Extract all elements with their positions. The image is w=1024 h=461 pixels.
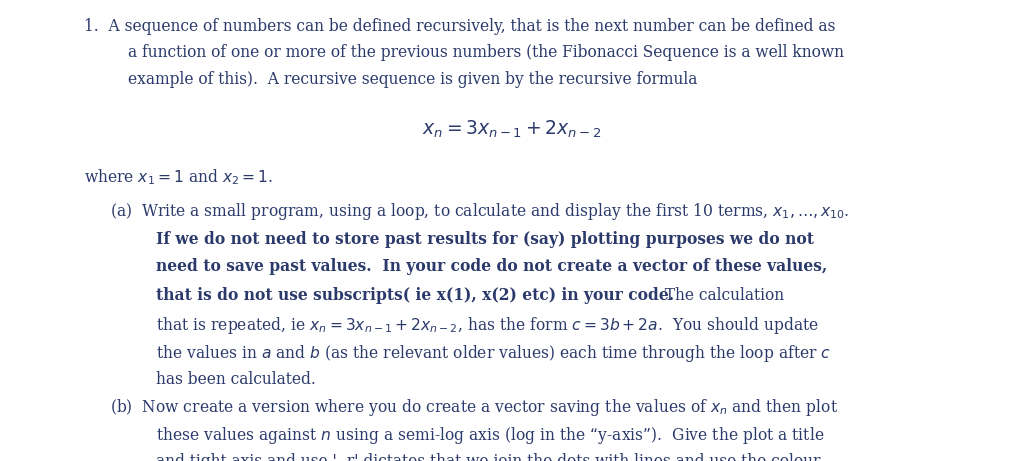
- Text: these values against $n$ using a semi-log axis (log in the “y-axis”).  Give the : these values against $n$ using a semi-lo…: [156, 425, 824, 446]
- Text: need to save past values.  In your code do not create a vector of these values,: need to save past values. In your code d…: [156, 258, 827, 275]
- Text: that is do not use subscripts( ie x(1), x(2) etc) in your code.: that is do not use subscripts( ie x(1), …: [156, 287, 674, 304]
- Text: the values in $a$ and $b$ (as the relevant older values) each time through the l: the values in $a$ and $b$ (as the releva…: [156, 343, 830, 364]
- Text: where $x_1 = 1$ and $x_2 = 1$.: where $x_1 = 1$ and $x_2 = 1$.: [84, 167, 273, 187]
- Text: example of this).  A recursive sequence is given by the recursive formula: example of this). A recursive sequence i…: [128, 71, 697, 88]
- Text: If we do not need to store past results for (say) plotting purposes we do not: If we do not need to store past results …: [156, 230, 814, 248]
- Text: 1.  A sequence of numbers can be defined recursively, that is the next number ca: 1. A sequence of numbers can be defined …: [84, 18, 836, 35]
- Text: a function of one or more of the previous numbers (the Fibonacci Sequence is a w: a function of one or more of the previou…: [128, 44, 844, 61]
- Text: and tight axis and use '.-r' dictates that we join the dots with lines and use t: and tight axis and use '.-r' dictates th…: [156, 453, 820, 461]
- Text: that is repeated, ie $x_n = 3x_{n-1} + 2x_{n-2}$, has the form $c = 3b + 2a$.  Y: that is repeated, ie $x_n = 3x_{n-1} + 2…: [156, 315, 819, 337]
- Text: $x_n = 3x_{n-1} + 2x_{n-2}$: $x_n = 3x_{n-1} + 2x_{n-2}$: [422, 119, 602, 140]
- Text: (b)  Now create a version where you do create a vector saving the values of $x_n: (b) Now create a version where you do cr…: [110, 397, 838, 419]
- Text: The calculation: The calculation: [655, 287, 784, 304]
- Text: has been calculated.: has been calculated.: [156, 371, 315, 388]
- Text: (a)  Write a small program, using a loop, to calculate and display the first 10 : (a) Write a small program, using a loop,…: [110, 201, 849, 222]
